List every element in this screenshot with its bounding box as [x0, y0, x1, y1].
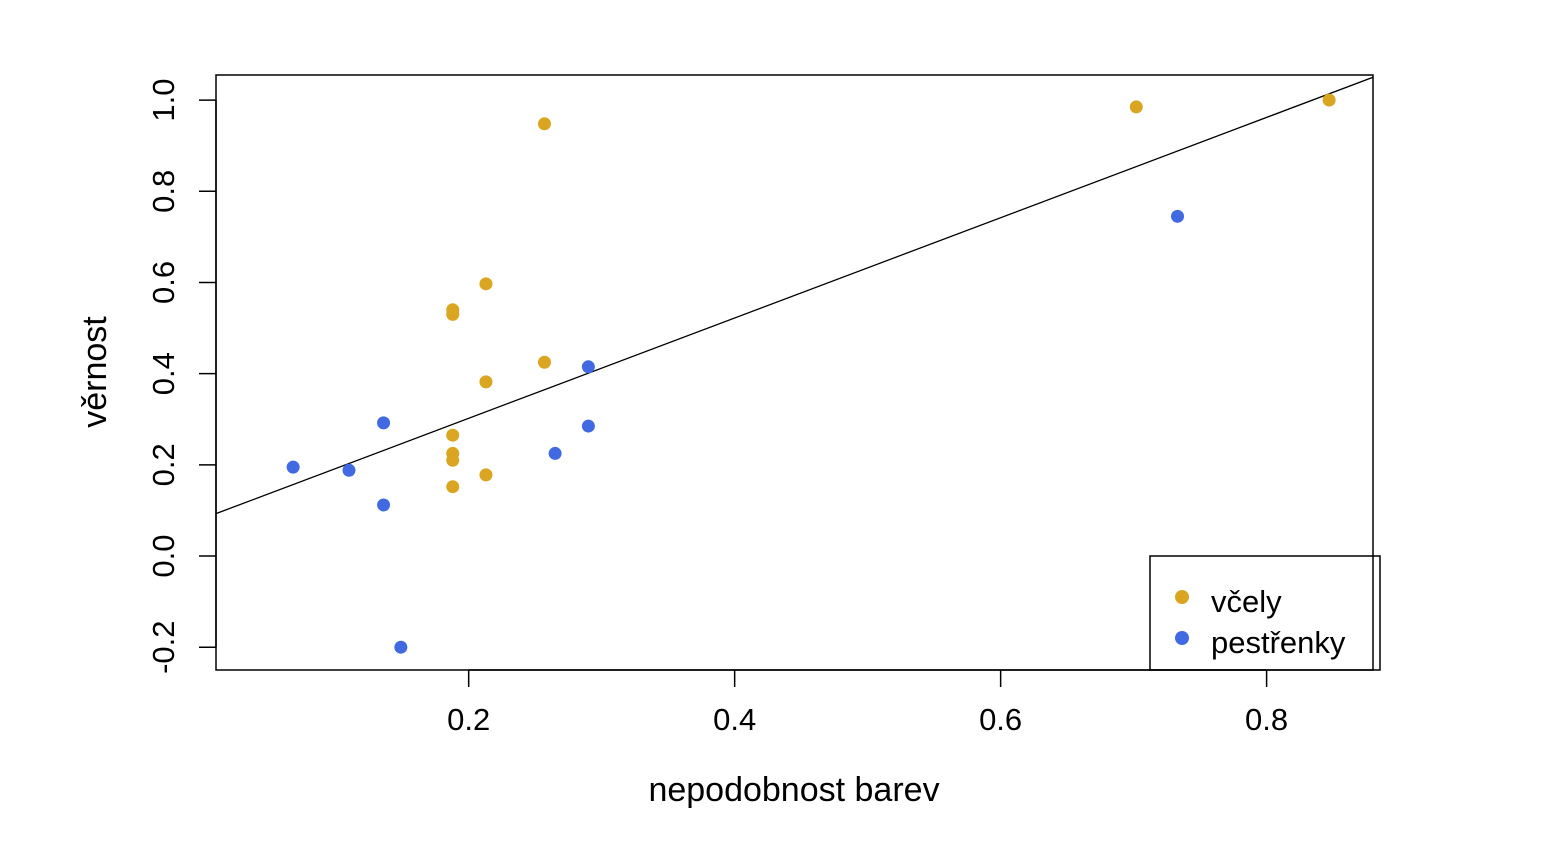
point-vcely-3: [446, 428, 460, 442]
legend-label-pestrenky: pestřenky: [1211, 625, 1346, 660]
point-pestrenky-4: [377, 498, 391, 512]
x-tick-label: 0.2: [447, 702, 490, 737]
x-tick-label: 0.4: [713, 702, 756, 737]
point-vcely-12: [1129, 100, 1143, 114]
y-tick-label: 0.2: [146, 443, 181, 486]
point-pestrenky-3: [377, 416, 391, 430]
legend: včely pestřenky: [1149, 555, 1381, 671]
point-vcely-9: [479, 468, 493, 482]
y-tick-label: 1.0: [146, 79, 181, 122]
point-pestrenky-6: [548, 446, 562, 460]
legend-label-vcely: včely: [1211, 584, 1282, 619]
point-vcely-2: [446, 307, 460, 321]
y-tick-label: 0.0: [146, 534, 181, 577]
point-pestrenky-2: [342, 463, 356, 477]
point-vcely-5: [446, 453, 460, 467]
x-axis: 0.2 0.4 0.6 0.8: [447, 669, 1288, 737]
y-tick-label: -0.2: [146, 620, 181, 673]
y-tick-label: 0.6: [146, 261, 181, 304]
point-vcely-10: [537, 117, 551, 131]
y-tick-label: 0.8: [146, 170, 181, 213]
x-tick-label: 0.6: [979, 702, 1022, 737]
point-pestrenky-5: [394, 640, 408, 654]
x-tick-label: 0.8: [1245, 702, 1288, 737]
x-axis-title: nepodobnost barev: [648, 771, 939, 809]
point-vcely-6: [446, 480, 460, 494]
point-pestrenky-8: [581, 419, 595, 433]
point-vcely-13: [1322, 93, 1336, 107]
point-vcely-11: [537, 355, 551, 369]
point-vcely-7: [479, 277, 493, 291]
y-axis-title: věrnost: [76, 316, 114, 428]
point-pestrenky-7: [581, 360, 595, 374]
point-vcely-8: [479, 375, 493, 389]
legend-marker-pestrenky: [1175, 631, 1189, 645]
legend-marker-vcely: [1175, 590, 1189, 604]
y-tick-label: 0.4: [146, 352, 181, 395]
y-axis: -0.2 0.0 0.2 0.4 0.6 0.8 1.0: [146, 79, 217, 674]
point-pestrenky-1: [286, 460, 300, 474]
legend-box: [1149, 555, 1381, 671]
point-pestrenky-9: [1171, 209, 1185, 223]
regression-line: [216, 76, 1373, 515]
